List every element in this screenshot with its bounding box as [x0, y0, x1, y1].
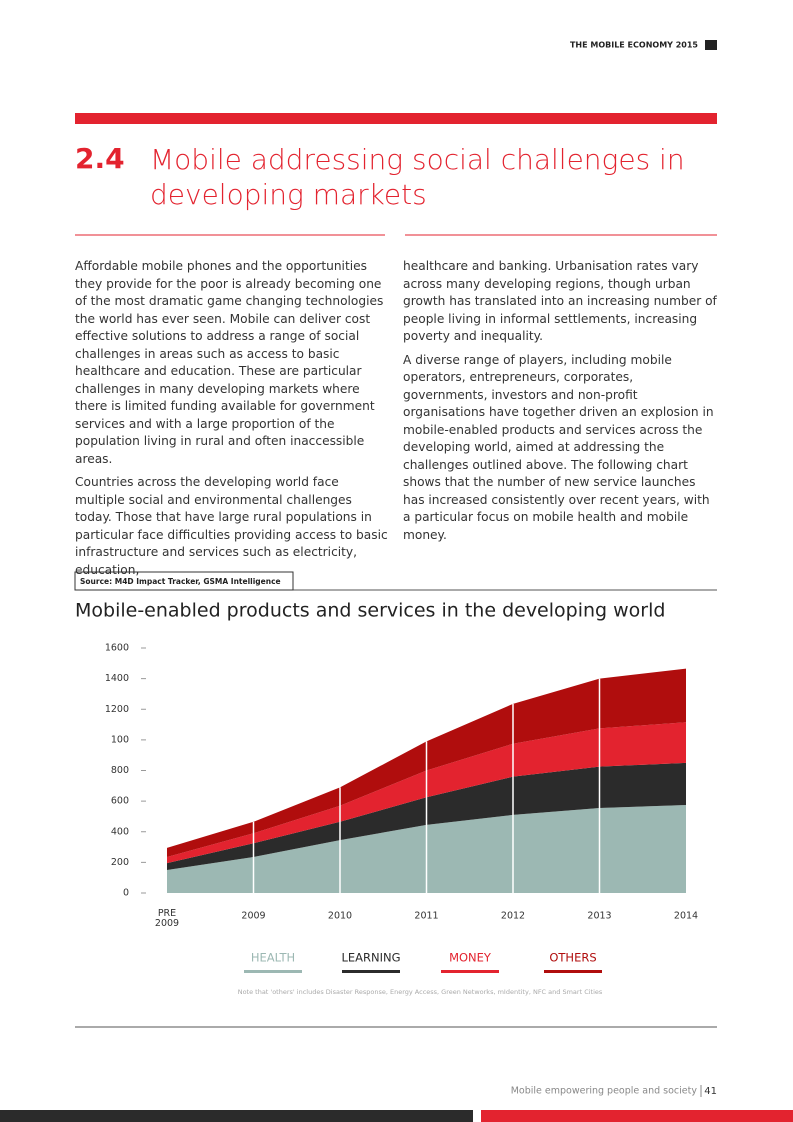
y-tick-label: 1200	[105, 704, 129, 715]
y-tick-label: 200	[111, 857, 129, 868]
x-tick-label: 2012	[501, 911, 525, 922]
x-tick-label: 2009	[241, 911, 265, 922]
footer-bar	[0, 1110, 473, 1122]
legend-swatch	[441, 970, 499, 973]
x-tick-label: 2014	[674, 911, 698, 922]
section-title: Mobile addressing social challenges in d…	[150, 143, 685, 211]
y-tick-label: 1400	[105, 673, 129, 684]
footer-bar	[481, 1110, 793, 1122]
paragraph: healthcare and banking. Urbanisation rat…	[403, 259, 717, 343]
y-tick-label: 100	[111, 734, 129, 745]
source-box	[74, 571, 294, 591]
legend-swatch	[342, 970, 400, 973]
x-tick-label: 2011	[414, 911, 438, 922]
y-tick-label: 1600	[105, 643, 129, 654]
paragraph: Countries across the developing world fa…	[75, 475, 388, 577]
y-tick-label: 400	[111, 826, 129, 837]
paragraph: A diverse range of players, including mo…	[403, 352, 714, 542]
column: healthcare and banking. Urbanisation rat…	[403, 258, 719, 550]
section-number: 2.4	[75, 142, 125, 175]
footer-text: Mobile empowering people and society	[511, 1086, 698, 1097]
paragraph: Affordable mobile phones and the opportu…	[75, 259, 384, 466]
y-tick-label: 600	[111, 796, 129, 807]
header-title: THE MOBILE ECONOMY 2015	[570, 41, 698, 50]
chart-note: Note that 'others' includes Disaster Res…	[238, 988, 603, 996]
legend-label: MONEY	[449, 951, 492, 965]
logo	[705, 40, 717, 50]
source: Source: M4D Impact Tracker, GSMA Intelli…	[80, 577, 281, 586]
legend-swatch	[244, 970, 302, 973]
legend-label: HEALTH	[251, 951, 295, 965]
legend-swatch	[544, 970, 602, 973]
x-tick-label: PRE 2009	[155, 908, 179, 929]
column: Affordable mobile phones and the opportu…	[75, 258, 389, 585]
page-number: 41	[704, 1086, 717, 1097]
y-tick-label: 800	[111, 765, 129, 776]
x-tick-label: 2010	[328, 911, 352, 922]
legend-label: OTHERS	[549, 951, 596, 965]
section-bar	[75, 113, 717, 124]
x-tick-label: 2013	[587, 911, 611, 922]
y-tick-label: 0	[123, 888, 129, 899]
legend-label: LEARNING	[341, 951, 400, 965]
chart-title: Mobile-enabled products and services in …	[75, 600, 665, 622]
